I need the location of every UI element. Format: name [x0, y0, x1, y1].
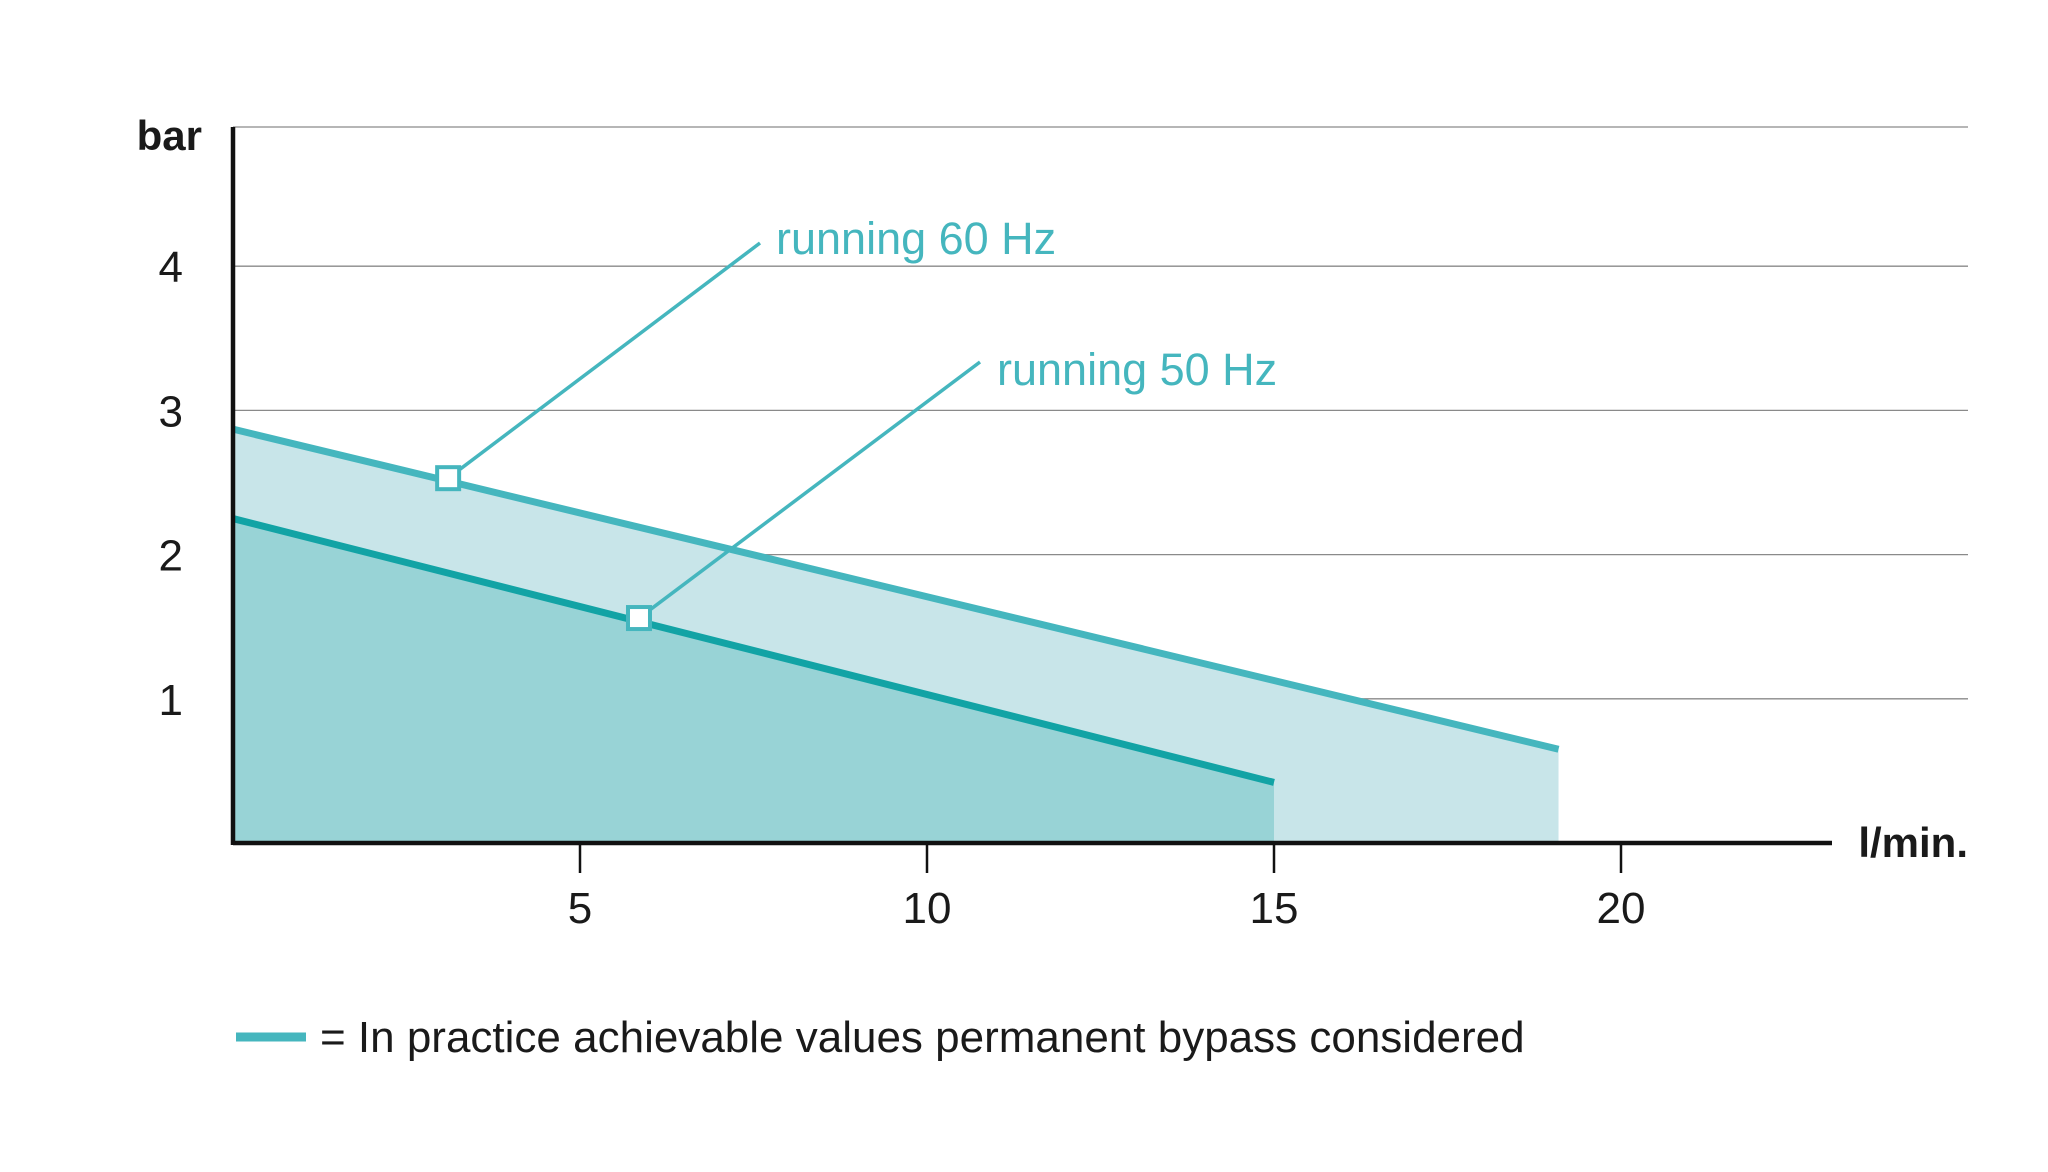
x-axis-unit-label: l/min.: [1858, 819, 1968, 866]
annotation-label: running 50 Hz: [997, 344, 1277, 395]
annotation-marker: [435, 465, 462, 492]
annotation-label: running 60 Hz: [776, 213, 1056, 264]
x-tick-label: 20: [1597, 884, 1646, 933]
x-tick-label: 5: [568, 884, 592, 933]
y-tick-label: 2: [159, 532, 183, 581]
series-line-2: [232, 515, 1275, 786]
annotation-marker: [625, 605, 652, 632]
annotation-leader-line: [637, 360, 982, 620]
y-tick-label: 1: [159, 676, 183, 725]
tick-labels: 5 10 15 20 1 2 3 4: [159, 243, 1646, 933]
area-fills: [233, 429, 1559, 843]
legend-text: = In practice achievable values permanen…: [320, 1013, 1525, 1062]
x-tick-label: 15: [1250, 884, 1299, 933]
annotation-leader-line: [447, 241, 762, 480]
series-area-2: [233, 518, 1274, 843]
x-tick-label: 10: [903, 884, 952, 933]
annotations: running 60 Hz running 50 Hz: [435, 213, 1277, 632]
y-tick-label: 3: [159, 387, 183, 436]
y-axis-unit-label: bar: [137, 112, 202, 159]
y-tick-label: 4: [159, 243, 183, 292]
axes: [230, 127, 1832, 873]
